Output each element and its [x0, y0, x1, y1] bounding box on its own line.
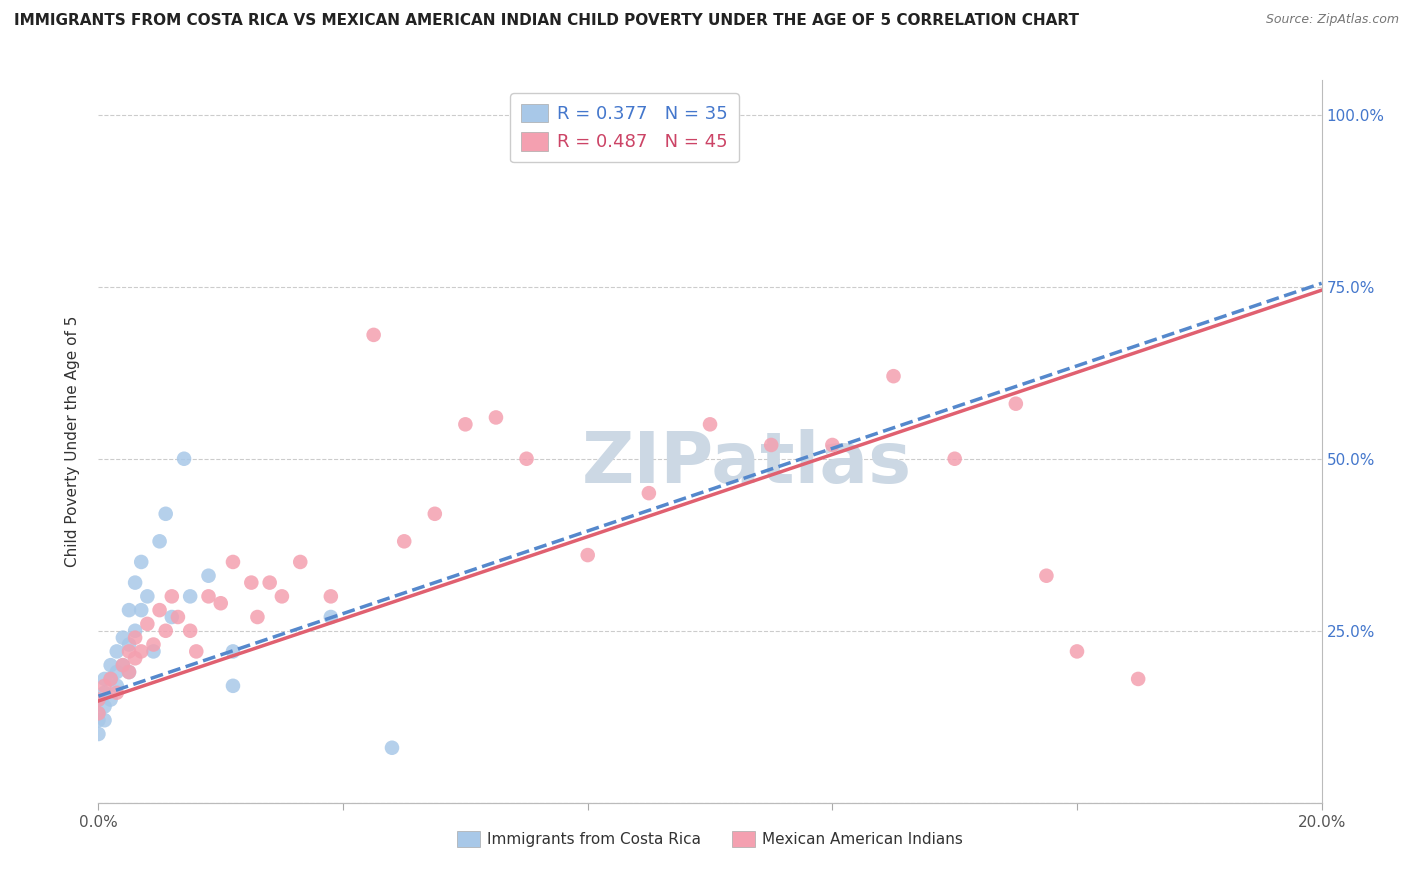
Point [883, 369, 905, 384]
Point [100, 672, 122, 686]
Point [100, 692, 122, 706]
Point [1128, 672, 1150, 686]
Point [943, 451, 966, 466]
Point [1004, 397, 1026, 411]
Point [319, 590, 342, 604]
Point [124, 624, 146, 638]
Point [160, 610, 183, 624]
Point [93, 672, 115, 686]
Point [167, 610, 190, 624]
Point [118, 603, 141, 617]
Point [105, 665, 128, 679]
Point [1035, 568, 1057, 582]
Point [124, 575, 146, 590]
Point [136, 616, 159, 631]
Point [136, 590, 159, 604]
Point [209, 596, 232, 610]
Text: ZIPatlas: ZIPatlas [582, 429, 911, 498]
Text: Source: ZipAtlas.com: Source: ZipAtlas.com [1265, 13, 1399, 27]
Point [93, 686, 115, 700]
Point [516, 451, 538, 466]
Point [637, 486, 661, 500]
Point [392, 534, 416, 549]
Point [179, 624, 201, 638]
Text: IMMIGRANTS FROM COSTA RICA VS MEXICAN AMERICAN INDIAN CHILD POVERTY UNDER THE AG: IMMIGRANTS FROM COSTA RICA VS MEXICAN AM… [14, 13, 1078, 29]
Point [197, 590, 219, 604]
Point [118, 665, 141, 679]
Point [240, 575, 263, 590]
Point [87, 713, 110, 727]
Point [186, 644, 208, 658]
Point [423, 507, 446, 521]
Point [149, 603, 172, 617]
Point [129, 555, 152, 569]
Point [118, 644, 141, 658]
Point [87, 727, 110, 741]
Point [93, 679, 115, 693]
Point [142, 644, 165, 658]
Point [105, 644, 128, 658]
Point [105, 679, 128, 693]
Point [149, 534, 172, 549]
Point [699, 417, 721, 432]
Point [759, 438, 782, 452]
Point [363, 327, 385, 342]
Point [93, 713, 115, 727]
Point [319, 610, 342, 624]
Point [93, 699, 115, 714]
Point [1066, 644, 1088, 658]
Point [124, 651, 146, 665]
Legend: R = 0.377   N = 35, R = 0.487   N = 45: R = 0.377 N = 35, R = 0.487 N = 45 [510, 93, 738, 162]
Point [155, 624, 177, 638]
Point [87, 692, 110, 706]
Point [129, 644, 152, 658]
Point [87, 692, 110, 706]
Point [111, 658, 134, 673]
Point [118, 638, 141, 652]
Point [100, 672, 122, 686]
Point [179, 590, 201, 604]
Point [173, 451, 195, 466]
Point [160, 590, 183, 604]
Point [87, 706, 110, 721]
Point [124, 631, 146, 645]
Point [118, 665, 141, 679]
Point [111, 658, 134, 673]
Point [821, 438, 844, 452]
Point [576, 548, 599, 562]
Point [197, 568, 219, 582]
Point [381, 740, 404, 755]
Point [129, 603, 152, 617]
Point [142, 638, 165, 652]
Point [290, 555, 312, 569]
Point [485, 410, 508, 425]
Point [246, 610, 269, 624]
Point [222, 555, 245, 569]
Point [100, 658, 122, 673]
Point [105, 686, 128, 700]
Point [111, 631, 134, 645]
Point [454, 417, 477, 432]
Y-axis label: Child Poverty Under the Age of 5: Child Poverty Under the Age of 5 [65, 316, 80, 567]
Point [259, 575, 281, 590]
Point [155, 507, 177, 521]
Point [87, 706, 110, 721]
Point [222, 679, 245, 693]
Point [270, 590, 292, 604]
Point [222, 644, 245, 658]
